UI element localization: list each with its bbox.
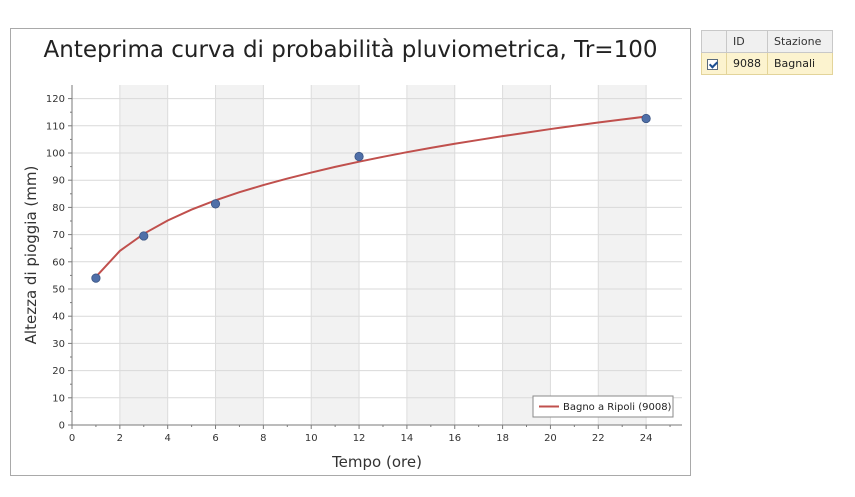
x-tick-label: 22 <box>592 433 605 444</box>
x-tick-label: 6 <box>212 433 218 444</box>
y-tick-label: 0 <box>59 421 65 432</box>
x-tick-label: 8 <box>260 433 266 444</box>
row-select-cell[interactable] <box>701 52 727 75</box>
x-tick-label: 4 <box>164 433 170 444</box>
y-tick-label: 90 <box>52 176 65 187</box>
y-tick-label: 40 <box>52 312 65 323</box>
x-tick-label: 12 <box>353 433 366 444</box>
grid-header-row: ID Stazione <box>701 30 833 53</box>
x-tick-label: 18 <box>496 433 509 444</box>
row-checkbox[interactable] <box>707 58 718 70</box>
y-tick-label: 30 <box>52 339 65 350</box>
legend-box <box>532 395 674 418</box>
interlace-strip <box>598 85 647 425</box>
y-tick-label: 20 <box>52 366 65 377</box>
interlace-strip <box>119 85 168 425</box>
x-axis-title: Tempo (ore) <box>331 453 422 471</box>
y-tick-label: 120 <box>46 94 65 105</box>
chart-svg: 0 2 4 6 8 10 12 14 16 18 20 22 240102030405060708090… <box>22 85 682 471</box>
column-header-select[interactable] <box>701 30 727 53</box>
x-tick-label: 20 <box>544 433 557 444</box>
x-tick-label: 0 <box>69 433 75 444</box>
cell-id[interactable]: 9088 <box>726 52 768 75</box>
y-tick-label: 70 <box>52 230 65 241</box>
column-header-id[interactable]: ID <box>726 30 768 53</box>
x-tick-label: 2 <box>117 433 123 444</box>
data-point <box>641 113 651 124</box>
series-line <box>95 115 647 278</box>
y-tick-label: 80 <box>52 203 65 214</box>
interlace-strip <box>502 85 551 425</box>
legend-label: Bagno a Ripoli (9008) <box>563 402 672 413</box>
y-tick-label: 10 <box>52 393 65 404</box>
data-point <box>139 231 149 241</box>
station-grid[interactable]: ID Stazione 9088 Bagnali <box>701 30 833 75</box>
data-point <box>91 273 101 283</box>
y-tick-label: 110 <box>46 121 65 132</box>
x-tick-label: 24 <box>640 433 653 444</box>
chart-panel: 0 2 4 6 8 10 12 14 16 18 20 22 24 0 10 20 30 40 50 60 70 80 90… <box>10 28 691 476</box>
x-tick-label: 14 <box>401 433 414 444</box>
interlace-strip <box>406 85 455 425</box>
column-header-stazione[interactable]: Stazione <box>767 30 833 53</box>
interlace-strip <box>215 85 264 425</box>
x-tick-label: 10 <box>305 433 318 444</box>
y-tick-label: 50 <box>52 285 65 296</box>
y-tick-label: 100 <box>46 149 65 160</box>
x-tick-label: 16 <box>448 433 461 444</box>
data-point <box>354 151 364 162</box>
y-tick-label: 60 <box>52 257 65 268</box>
chart-title: Anteprima curva di probabilità pluviomet… <box>43 37 658 63</box>
data-point <box>210 199 221 209</box>
table-row[interactable]: 9088 Bagnali <box>701 52 833 75</box>
interlace-strip <box>311 85 360 425</box>
cell-station[interactable]: Bagnali <box>767 52 833 75</box>
y-axis-title: Altezza di pioggia (mm) <box>22 166 40 345</box>
